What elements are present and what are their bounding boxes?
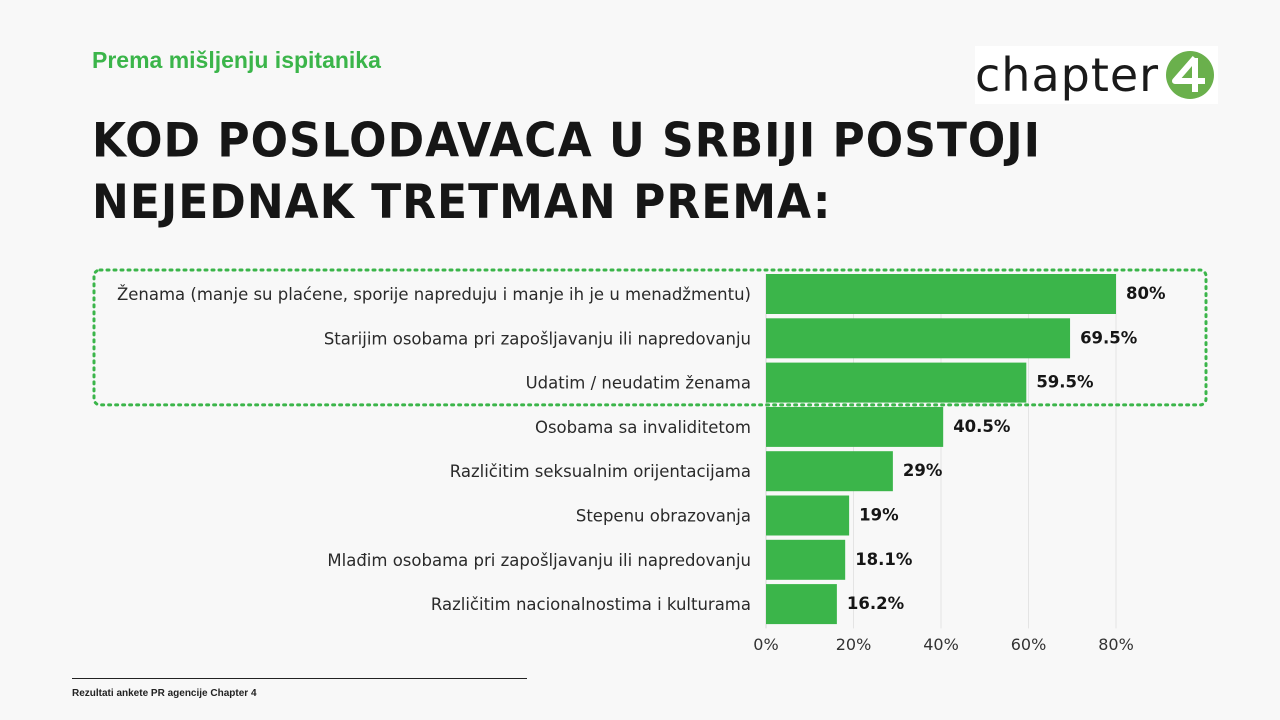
value-label: 69.5% bbox=[1080, 328, 1138, 347]
bar bbox=[766, 274, 1116, 314]
page-title-line-1: KOD POSLODAVACA U SRBIJI POSTOJI bbox=[92, 113, 1042, 169]
value-label: 29% bbox=[903, 461, 943, 480]
category-label: Mlađim osobama pri zapošljavanju ili nap… bbox=[327, 551, 751, 570]
category-label: Osobama sa invaliditetom bbox=[535, 418, 751, 437]
x-tick-label: 20% bbox=[836, 635, 872, 654]
logo-circle bbox=[1166, 51, 1215, 99]
x-tick-label: 60% bbox=[1011, 635, 1047, 654]
value-label: 80% bbox=[1126, 284, 1166, 303]
value-label: 16.2% bbox=[847, 594, 905, 613]
bar bbox=[766, 495, 850, 536]
value-label: 59.5% bbox=[1036, 373, 1094, 392]
highlight-box bbox=[92, 268, 1208, 407]
bar bbox=[766, 539, 846, 580]
bar bbox=[766, 406, 944, 447]
category-label: Različitim seksualnim orijentacijama bbox=[450, 462, 751, 481]
value-label: 19% bbox=[859, 506, 899, 525]
logo-four-glyph bbox=[1172, 56, 1206, 92]
value-label: 40.5% bbox=[953, 417, 1011, 436]
chapter4-logo: chapter bbox=[975, 46, 1218, 104]
page-title-line-2: NEJEDNAK TRETMAN PREMA: bbox=[92, 174, 832, 230]
bar bbox=[766, 451, 893, 492]
bar bbox=[766, 362, 1027, 403]
footer-rule bbox=[72, 678, 527, 679]
category-label: Različitim nacionalnostima i kulturama bbox=[431, 595, 751, 614]
subtitle: Prema mišljenju ispitanika bbox=[92, 47, 381, 73]
bar bbox=[766, 584, 837, 625]
x-tick-label: 80% bbox=[1098, 635, 1134, 654]
category-label: Starijim osobama pri zapošljavanju ili n… bbox=[324, 329, 751, 348]
value-label: 18.1% bbox=[855, 550, 913, 569]
category-label: Udatim / neudatim ženama bbox=[526, 374, 751, 393]
x-tick-label: 0% bbox=[753, 635, 778, 654]
bar bbox=[766, 318, 1071, 359]
footer-source: Rezultati ankete PR agencije Chapter 4 bbox=[72, 688, 257, 699]
category-label: Stepenu obrazovanja bbox=[576, 507, 751, 526]
x-tick-label: 40% bbox=[923, 635, 959, 654]
category-label: Ženama (manje su plaćene, sporije napred… bbox=[117, 285, 751, 304]
logo-four-circle-icon bbox=[1166, 51, 1215, 99]
logo-wordmark: chapter bbox=[975, 48, 1160, 102]
page-title: KOD POSLODAVACA U SRBIJI POSTOJI NEJEDNA… bbox=[92, 110, 1041, 233]
